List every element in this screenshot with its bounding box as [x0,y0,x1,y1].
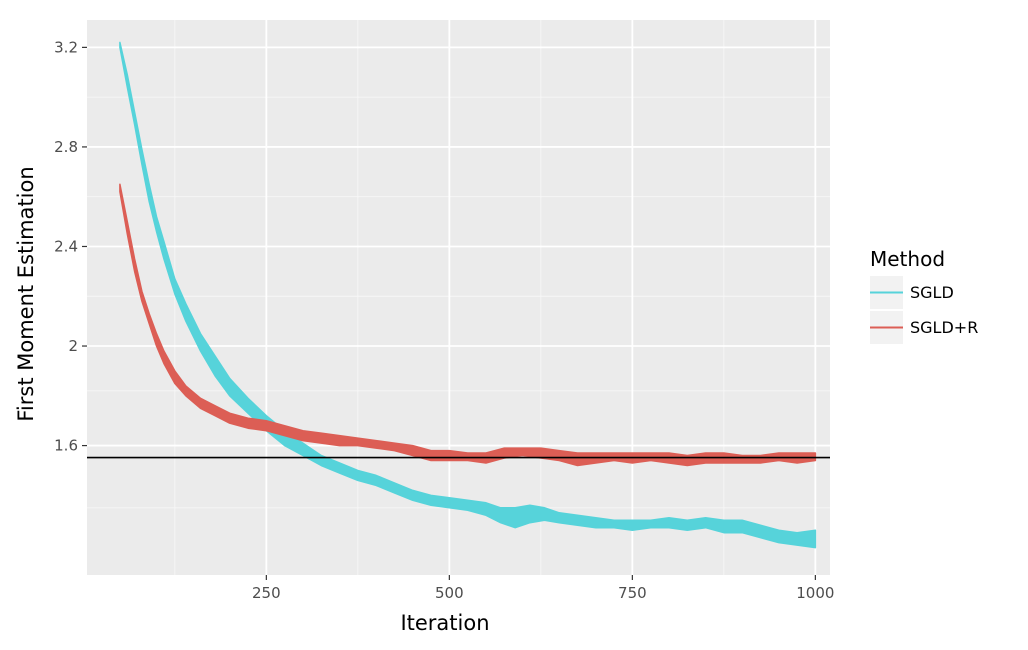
x-tick-label: 250 [252,584,281,602]
series-sgld [119,41,817,549]
legend-label-sgld-r: SGLD+R [910,318,978,337]
legend-label-sgld: SGLD [910,283,954,302]
x-tick-label: 1000 [796,584,834,602]
major-grid [87,20,830,575]
x-axis-title: Iteration [400,611,489,635]
x-axis: 250 500 750 1000 [252,575,834,602]
series-layer [119,41,817,549]
x-tick-label: 750 [618,584,647,602]
y-axis-title: First Moment Estimation [14,166,38,421]
series-sgld-r [119,183,817,467]
legend-item-sgld: SGLD [870,276,954,309]
y-tick-label: 2.4 [54,237,78,255]
legend-item-sgld-r: SGLD+R [870,311,978,344]
y-tick-label: 1.6 [54,437,78,455]
plot-panel [87,20,830,575]
y-axis: 1.6 2 2.4 2.8 3.2 [54,38,87,455]
legend-title: Method [870,247,945,271]
y-tick-label: 3.2 [54,38,78,56]
y-tick-label: 2 [68,337,78,355]
y-tick-label: 2.8 [54,138,78,156]
x-tick-label: 500 [435,584,464,602]
legend: Method SGLD SGLD+R [870,247,978,344]
